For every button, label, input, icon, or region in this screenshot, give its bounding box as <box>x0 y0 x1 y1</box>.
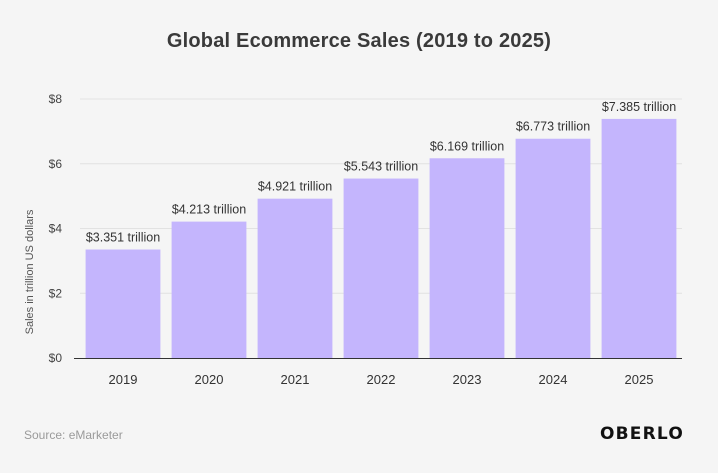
x-tick-label: 2020 <box>195 372 224 387</box>
y-tick-label: $6 <box>49 157 63 171</box>
chart-title: Global Ecommerce Sales (2019 to 2025) <box>166 30 552 52</box>
x-tick-label: 2022 <box>367 372 396 387</box>
y-tick-label: $2 <box>49 286 63 300</box>
source-note: Source: eMarketer <box>24 428 123 442</box>
bar <box>85 249 161 358</box>
x-tick-label: 2024 <box>539 372 568 387</box>
bar <box>171 221 247 358</box>
brand-logo: OBERLO <box>600 424 684 444</box>
bar <box>429 158 505 358</box>
y-tick-label: $8 <box>49 92 63 106</box>
bar <box>257 198 333 358</box>
bar <box>343 178 419 358</box>
data-label: $5.543 trillion <box>344 160 418 174</box>
y-tick-label: $4 <box>49 222 63 236</box>
y-axis-label: Sales in trillion US dollars <box>24 209 36 335</box>
bar <box>515 138 591 358</box>
y-tick-label: $0 <box>49 351 63 365</box>
data-label: $6.773 trillion <box>516 120 590 134</box>
data-label: $4.921 trillion <box>258 180 332 194</box>
data-label: $3.351 trillion <box>86 231 160 245</box>
x-tick-label: 2023 <box>453 372 482 387</box>
data-label: $6.169 trillion <box>430 139 504 153</box>
data-label: $4.213 trillion <box>172 203 246 217</box>
data-label: $7.385 trillion <box>602 100 676 114</box>
x-tick-label: 2019 <box>109 372 138 387</box>
bar <box>601 118 677 359</box>
x-tick-label: 2021 <box>281 372 310 387</box>
x-tick-label: 2025 <box>625 372 654 387</box>
